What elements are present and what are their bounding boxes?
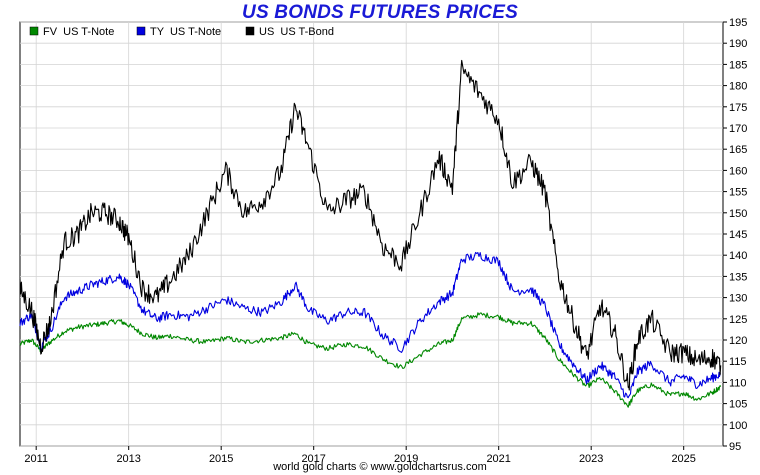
- y-tick-label: 145: [729, 229, 747, 241]
- series-line-1: [19, 312, 722, 408]
- series-line-2: [19, 251, 721, 399]
- legend-swatch: [29, 26, 39, 36]
- y-tick-label: 115: [729, 356, 747, 368]
- legend-swatch: [245, 26, 255, 36]
- legend-swatch: [136, 26, 146, 36]
- y-tick-label: 165: [729, 144, 747, 156]
- y-tick-label: 130: [729, 293, 747, 305]
- y-tick-label: 95: [729, 441, 741, 453]
- y-axis: 95 100 105 110 115 120 125 130 135 140 145 150 155 16…: [723, 17, 747, 453]
- y-tick-label: 185: [729, 59, 747, 71]
- y-tick-label: 135: [729, 271, 747, 283]
- y-tick-label: 160: [729, 165, 747, 177]
- footer-credit: world gold charts © www.goldchartsrus.co…: [273, 461, 487, 473]
- y-tick-label: 140: [729, 250, 747, 262]
- y-tick-label: 195: [729, 17, 747, 29]
- y-tick-label: 120: [729, 335, 747, 347]
- x-tick-label: 2015: [209, 453, 233, 465]
- legend-label: US US T-Bond: [259, 26, 334, 38]
- y-tick-label: 190: [729, 38, 747, 50]
- x-axis: 2011 2013 2015 2017 2019 2021 2023 2025: [24, 446, 696, 465]
- legend-label: TY US T-Note: [150, 26, 221, 38]
- x-tick-label: 2013: [116, 453, 140, 465]
- y-tick-label: 170: [729, 123, 747, 135]
- y-tick-label: 125: [729, 314, 747, 326]
- y-tick-label: 180: [729, 81, 747, 93]
- chart-title: US BONDS FUTURES PRICES: [242, 2, 518, 23]
- y-tick-label: 175: [729, 102, 747, 114]
- legend-label: FV US T-Note: [43, 26, 114, 38]
- series-line-3: [19, 59, 722, 391]
- y-tick-label: 150: [729, 208, 747, 220]
- x-tick-label: 2021: [486, 453, 510, 465]
- legend: FV US T-Note TY US T-Note US US T-Bond: [29, 26, 334, 38]
- y-tick-label: 105: [729, 399, 747, 411]
- y-tick-label: 155: [729, 187, 747, 199]
- y-tick-label: 100: [729, 420, 747, 432]
- x-tick-label: 2011: [24, 453, 48, 465]
- series-lines: [19, 59, 722, 408]
- x-tick-label: 2017: [301, 453, 325, 465]
- x-tick-label: 2023: [579, 453, 603, 465]
- x-tick-label: 2019: [394, 453, 418, 465]
- y-tick-label: 110: [729, 377, 747, 389]
- x-tick-label: 2025: [671, 453, 695, 465]
